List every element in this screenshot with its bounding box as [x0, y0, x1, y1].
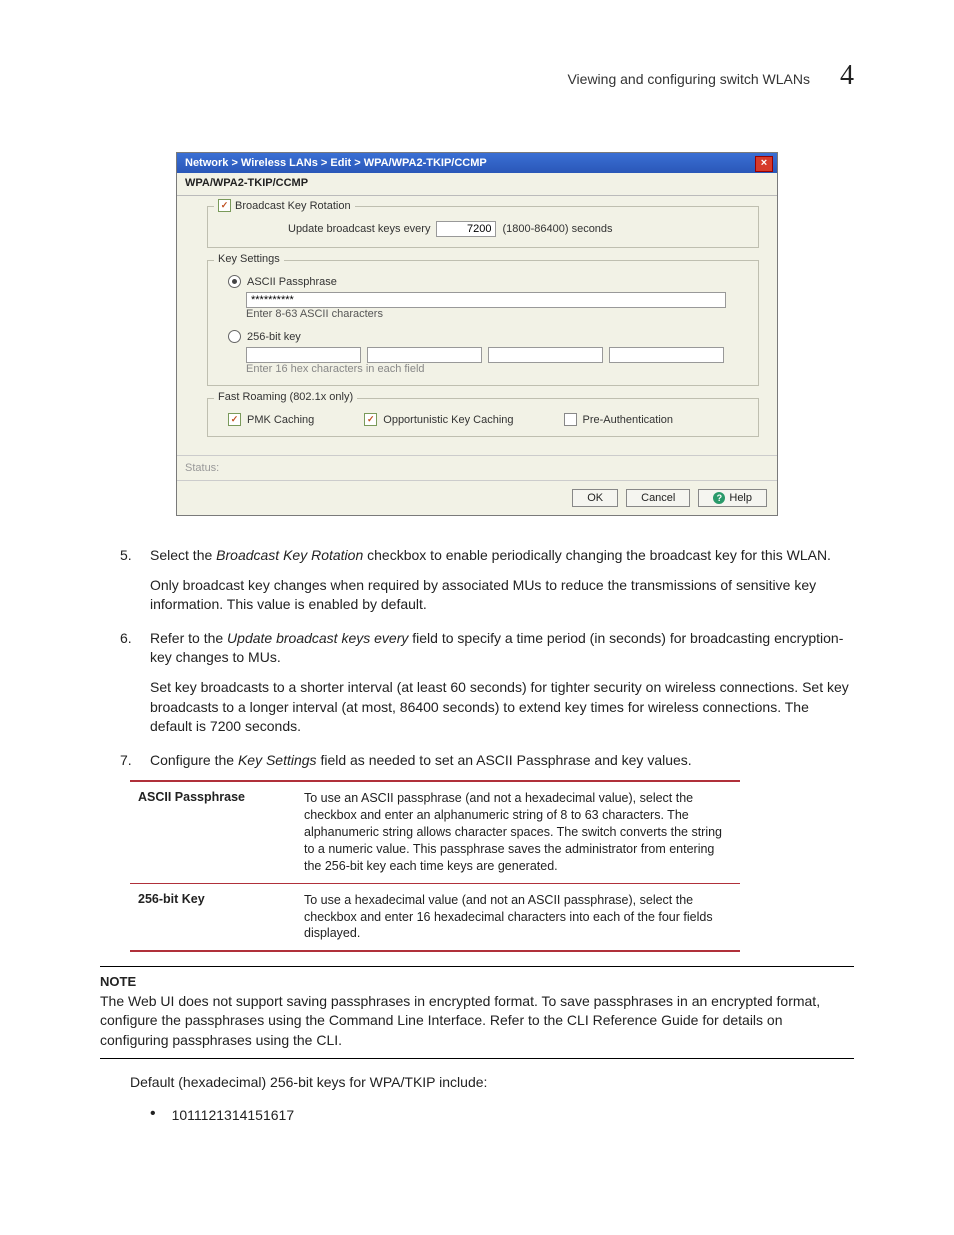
- ok-button[interactable]: OK: [572, 489, 618, 507]
- running-header: Viewing and configuring switch WLANs 4: [100, 60, 854, 92]
- cancel-button[interactable]: Cancel: [626, 489, 690, 507]
- pmk-caching-label: PMK Caching: [247, 414, 314, 426]
- step-6: 6. Refer to the Update broadcast keys ev…: [120, 629, 854, 668]
- update-keys-input[interactable]: [436, 221, 496, 237]
- opportunistic-caching-label: Opportunistic Key Caching: [383, 414, 513, 426]
- ascii-passphrase-input[interactable]: [246, 292, 726, 308]
- hex-field-4[interactable]: [609, 347, 724, 363]
- status-label: Status:: [185, 462, 219, 474]
- note-label: NOTE: [100, 973, 854, 991]
- table-row: 256-bit Key To use a hexadecimal value (…: [130, 883, 740, 951]
- help-button[interactable]: ?Help: [698, 489, 767, 507]
- pmk-caching-checkbox[interactable]: [228, 413, 241, 426]
- step-5: 5. Select the Broadcast Key Rotation che…: [120, 546, 854, 566]
- key256-label: 256-bit key: [247, 331, 301, 343]
- update-keys-label: Update broadcast keys every: [288, 223, 430, 235]
- step-7: 7. Configure the Key Settings field as n…: [120, 751, 854, 771]
- hex-field-2[interactable]: [367, 347, 482, 363]
- update-keys-suffix: (1800-86400) seconds: [502, 223, 612, 235]
- bullet-item: • 1011121314151617: [150, 1107, 854, 1123]
- chapter-number: 4: [840, 60, 854, 92]
- step-5-para: Only broadcast key changes when required…: [150, 576, 854, 615]
- wpa-dialog: Network > Wireless LANs > Edit > WPA/WPA…: [176, 152, 778, 516]
- hex-field-3[interactable]: [488, 347, 603, 363]
- pre-authentication-label: Pre-Authentication: [583, 414, 674, 426]
- status-bar: Status:: [177, 455, 777, 481]
- bullet-dot: •: [150, 1107, 156, 1123]
- dialog-title: Network > Wireless LANs > Edit > WPA/WPA…: [185, 157, 487, 169]
- opportunistic-caching-checkbox[interactable]: [364, 413, 377, 426]
- fast-roaming-legend: Fast Roaming (802.1x only): [218, 391, 353, 403]
- ascii-passphrase-hint: Enter 8-63 ASCII characters: [246, 308, 748, 320]
- ascii-passphrase-radio[interactable]: [228, 275, 241, 288]
- hex-field-1[interactable]: [246, 347, 361, 363]
- close-icon[interactable]: ×: [755, 156, 773, 172]
- broadcast-key-rotation-label: Broadcast Key Rotation: [235, 200, 351, 212]
- dialog-titlebar: Network > Wireless LANs > Edit > WPA/WPA…: [177, 153, 777, 173]
- key256-radio[interactable]: [228, 330, 241, 343]
- key-settings-fieldset: Key Settings ASCII Passphrase Enter 8-63…: [207, 260, 759, 386]
- tail-para: Default (hexadecimal) 256-bit keys for W…: [130, 1073, 854, 1093]
- running-header-text: Viewing and configuring switch WLANs: [567, 71, 810, 87]
- help-icon: ?: [713, 492, 725, 504]
- pre-authentication-checkbox[interactable]: [564, 413, 577, 426]
- note-block: NOTE The Web UI does not support saving …: [100, 966, 854, 1059]
- key-settings-legend: Key Settings: [218, 253, 280, 265]
- table-row: ASCII Passphrase To use an ASCII passphr…: [130, 782, 740, 882]
- ascii-passphrase-label: ASCII Passphrase: [247, 276, 337, 288]
- broadcast-key-rotation-fieldset: Broadcast Key Rotation Update broadcast …: [207, 206, 759, 248]
- key256-hint: Enter 16 hex characters in each field: [246, 363, 748, 375]
- dialog-subtitle: WPA/WPA2-TKIP/CCMP: [177, 173, 777, 196]
- note-text: The Web UI does not support saving passp…: [100, 992, 854, 1051]
- fast-roaming-fieldset: Fast Roaming (802.1x only) PMK Caching O…: [207, 398, 759, 437]
- step-6-para: Set key broadcasts to a shorter interval…: [150, 678, 854, 737]
- key-settings-definition-table: ASCII Passphrase To use an ASCII passphr…: [130, 780, 740, 952]
- broadcast-key-rotation-checkbox[interactable]: [218, 199, 231, 212]
